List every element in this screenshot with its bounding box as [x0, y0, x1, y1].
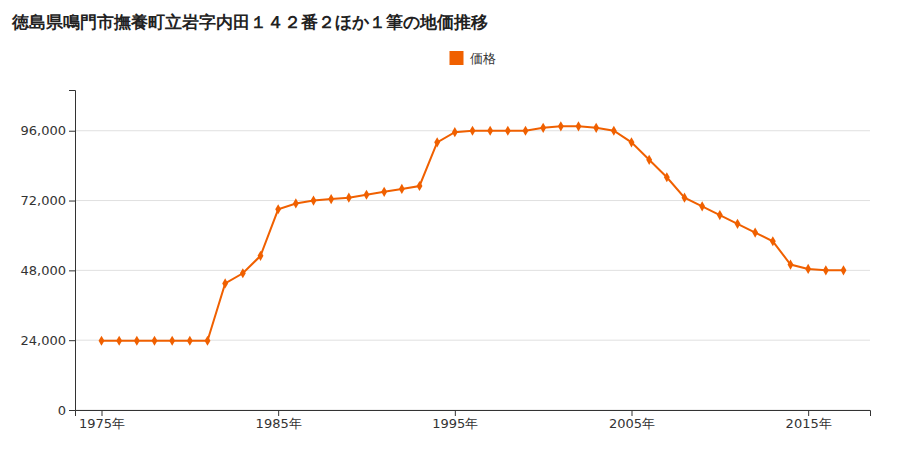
plot: 1975年 1985年 1995年 2005年 2015年 0 24,000 48,000 72…	[21, 91, 871, 432]
marker	[788, 259, 794, 269]
title: 徳島県鳴門市撫養町立岩字内田１４２番２ほか１筆の地価推移	[11, 12, 488, 32]
legend-label: 価格	[470, 51, 496, 66]
x-tick-label: 2015年	[786, 416, 832, 431]
grid-line	[75, 200, 870, 201]
marker	[311, 195, 317, 205]
grid	[75, 131, 870, 410]
marks	[99, 121, 847, 346]
marker	[275, 204, 281, 214]
x-tick-label: 1995年	[432, 416, 478, 431]
y-tick-mark	[69, 410, 75, 411]
legend: 価格	[450, 51, 496, 66]
marker	[364, 190, 370, 200]
x-tick-label: 1985年	[256, 416, 302, 431]
marker	[487, 126, 493, 136]
x-tick-label: 2005年	[609, 416, 655, 431]
y-tick: 0	[58, 403, 75, 418]
marker	[752, 227, 758, 237]
marker	[646, 155, 652, 165]
marker	[523, 126, 529, 136]
y-tick: 24,000	[21, 333, 76, 348]
x-tick: 2005年	[609, 410, 655, 431]
marker	[664, 172, 670, 182]
marker	[682, 193, 688, 203]
y-tick: 48,000	[21, 263, 76, 278]
y-tick-label: 72,000	[21, 193, 67, 208]
y-tick-label: 0	[58, 403, 66, 418]
y-tick-mark	[69, 270, 75, 271]
marker	[134, 336, 140, 346]
marker	[240, 268, 246, 278]
marker	[593, 123, 599, 133]
marker	[205, 336, 211, 346]
y-tick-label: 96,000	[21, 123, 67, 138]
marker	[222, 278, 228, 288]
marker	[152, 336, 158, 346]
x-tick: 1985年	[256, 410, 302, 431]
marker	[293, 198, 299, 208]
marker	[452, 127, 458, 137]
y-axis: 0 24,000 48,000 72,000 96,000	[21, 91, 76, 418]
y-tick-mark	[69, 131, 75, 132]
legend-item: 価格	[450, 51, 496, 66]
marker	[629, 137, 635, 147]
x-tick-mark	[278, 410, 279, 416]
marker	[823, 265, 829, 275]
x-tick-mark	[102, 410, 103, 416]
marker	[735, 219, 741, 229]
marker	[381, 187, 387, 197]
chart: 1975年 1985年 1995年 2005年 2015年 0 24,000 48,000 72…	[0, 0, 900, 450]
y-tick-mark	[69, 340, 75, 341]
y-tick: 96,000	[21, 123, 76, 138]
x-tick: 2015年	[786, 410, 832, 431]
marker	[717, 210, 723, 220]
legend-swatch	[450, 51, 464, 65]
grid-line	[75, 270, 870, 271]
x-tick-mark	[808, 410, 809, 416]
x-tick-label: 1975年	[79, 416, 125, 431]
x-tick-mark	[455, 410, 456, 416]
marker	[258, 251, 264, 261]
y-tick-mark	[69, 201, 75, 202]
marker	[328, 194, 334, 204]
marker	[116, 336, 122, 346]
x-tick: 1975年	[79, 410, 125, 431]
marker	[770, 236, 776, 246]
x-tick-mark	[632, 410, 633, 416]
x-axis-line	[76, 411, 871, 417]
y-axis-line	[69, 91, 76, 411]
marker	[399, 184, 405, 194]
marker	[576, 121, 582, 131]
y-tick-label: 48,000	[21, 263, 67, 278]
marker	[187, 336, 193, 346]
marker	[611, 126, 617, 136]
y-tick-label: 24,000	[21, 333, 67, 348]
marker	[805, 264, 811, 274]
marker	[841, 265, 847, 275]
marker	[505, 126, 511, 136]
marker	[558, 121, 564, 131]
marker	[540, 123, 546, 133]
x-tick: 1995年	[432, 410, 478, 431]
marker	[417, 181, 423, 191]
x-axis: 1975年 1985年 1995年 2005年 2015年	[76, 410, 871, 431]
y-tick: 72,000	[21, 193, 76, 208]
marker	[346, 193, 352, 203]
marker	[470, 126, 476, 136]
marker	[169, 336, 175, 346]
line	[102, 126, 844, 340]
marker	[699, 201, 705, 211]
marker	[99, 336, 105, 346]
marker	[434, 137, 440, 147]
